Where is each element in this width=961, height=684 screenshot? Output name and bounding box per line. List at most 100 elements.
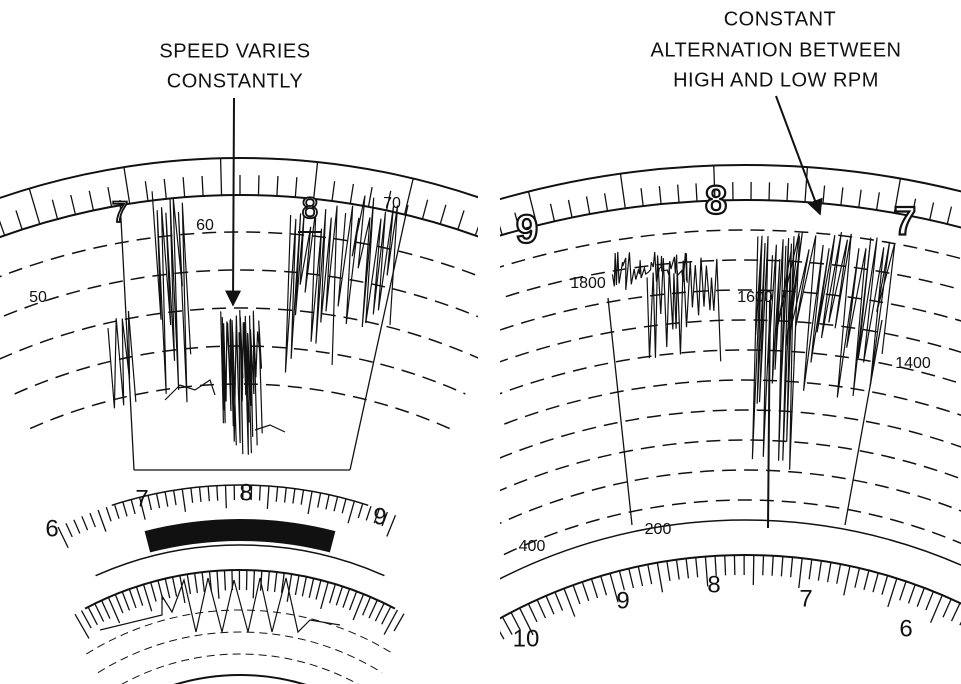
tick (315, 579, 322, 600)
tick (113, 504, 120, 519)
tick (619, 173, 626, 209)
tick (88, 190, 95, 211)
tick (704, 556, 709, 587)
scale-label: 8 (302, 192, 319, 225)
tick (331, 181, 336, 202)
tick (352, 593, 365, 621)
scale-label: 60 (196, 217, 214, 234)
tick (128, 588, 137, 609)
tick (201, 572, 206, 593)
scale-label: 8 (239, 479, 252, 506)
tick (294, 575, 300, 596)
trace (284, 205, 338, 373)
tick (893, 178, 902, 214)
tick (798, 558, 803, 589)
arrow (225, 97, 242, 307)
scale-label: 50 (29, 289, 47, 306)
tick (216, 485, 219, 501)
tick (822, 185, 826, 204)
tick (899, 581, 907, 601)
right-dial (486, 163, 961, 644)
tick (223, 570, 227, 591)
scale-label: 7 (112, 196, 129, 229)
trace (776, 231, 896, 398)
tick (863, 570, 870, 590)
tick (266, 485, 270, 510)
tick (752, 555, 755, 586)
tick (257, 175, 260, 196)
tick (567, 199, 573, 218)
tick (286, 573, 293, 602)
tick (916, 587, 925, 607)
scale-label: 10 (513, 625, 540, 652)
rpm-label: 1800 (570, 275, 606, 292)
tick (292, 488, 296, 504)
tick (0, 220, 6, 236)
trace (164, 379, 216, 401)
tick (123, 167, 131, 204)
dashed-arc (500, 439, 961, 492)
dashed-arc (500, 319, 961, 363)
tick (386, 514, 397, 537)
tick (325, 494, 330, 510)
tick (89, 512, 96, 528)
tick (138, 497, 146, 520)
tick (925, 591, 934, 611)
tick (365, 506, 372, 521)
tick (817, 560, 823, 581)
tick (179, 575, 186, 604)
tick (554, 591, 564, 611)
trace (99, 577, 341, 634)
tick (393, 613, 405, 632)
tick (207, 486, 210, 502)
tick (637, 566, 644, 587)
tick (881, 575, 889, 595)
dashed-arc (500, 499, 961, 558)
tick (283, 487, 287, 503)
window-edge (607, 297, 883, 526)
tick (666, 560, 671, 581)
tick (486, 627, 496, 644)
tick (373, 508, 380, 524)
speed-bar (144, 519, 336, 553)
tick (929, 202, 935, 221)
tick (383, 609, 399, 635)
dashed-arc (0, 269, 478, 319)
tick (946, 206, 953, 225)
dashed-arc (0, 231, 478, 278)
trace (107, 311, 137, 409)
tick (320, 581, 329, 610)
tick (105, 506, 112, 522)
tick (107, 187, 113, 207)
tick (150, 582, 157, 602)
tick (100, 600, 111, 619)
tick (675, 559, 680, 580)
tick (907, 584, 916, 604)
arrow (775, 95, 823, 216)
tick (193, 573, 199, 594)
tick (640, 188, 644, 207)
arc (500, 554, 961, 620)
arc (500, 163, 961, 201)
tick (585, 196, 591, 215)
scale-label: 9 (516, 208, 538, 252)
tick (658, 186, 662, 205)
tick (545, 595, 555, 615)
tick (362, 596, 372, 616)
tick (381, 511, 388, 527)
tick (519, 607, 534, 636)
tick (313, 161, 319, 199)
tick (500, 225, 503, 236)
tick (144, 181, 149, 202)
scale-label: 7 (799, 585, 812, 612)
tick (317, 492, 322, 508)
tick (826, 562, 832, 583)
tick (368, 599, 378, 619)
dashed-arc (86, 609, 394, 655)
tick (216, 570, 220, 599)
scale-label: 7 (135, 485, 148, 512)
tick (942, 598, 952, 618)
tick (121, 591, 131, 611)
tick (695, 557, 699, 578)
left-dial (0, 156, 478, 684)
